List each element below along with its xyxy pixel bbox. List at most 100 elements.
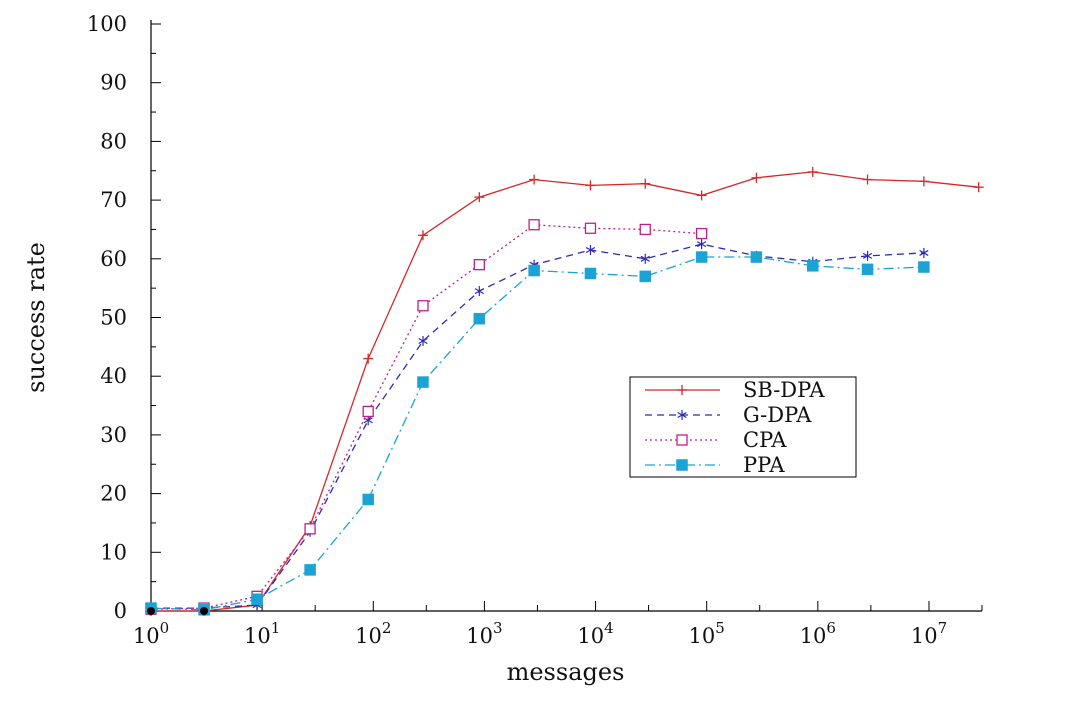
marker-stroke <box>418 337 428 344</box>
legend-entry-sb-dpa: SB-DPA <box>645 378 825 402</box>
y-tick-label: 0 <box>114 599 127 623</box>
data-point-cpa <box>695 227 708 240</box>
data-point-ppa <box>251 593 263 606</box>
y-tick-label: 60 <box>100 247 127 271</box>
legend-box <box>629 376 857 478</box>
y-tick-label: 20 <box>100 482 127 506</box>
series-layer <box>145 166 984 616</box>
data-point-cpa <box>417 300 429 312</box>
legend-entry-g-dpa: G-DPA <box>645 403 812 427</box>
data-point-ppa <box>695 251 708 263</box>
y-tick-label: 50 <box>100 306 127 330</box>
x-tick-label: 107 <box>911 619 947 648</box>
x-tick-exponent: 3 <box>493 619 503 637</box>
y-tick-label: 100 <box>87 12 127 36</box>
data-point-cpa <box>639 223 651 236</box>
x-tick-exponent: 4 <box>604 619 614 637</box>
data-point-sb-dpa <box>862 174 873 185</box>
legend-label-cpa: CPA <box>743 428 787 452</box>
legend-marker-sb-dpa <box>677 385 687 395</box>
data-point-sb-dpa <box>529 174 540 185</box>
y-axis-title: success rate <box>22 242 50 393</box>
data-point-g-dpa <box>862 250 873 261</box>
data-point-sb-dpa <box>751 172 762 183</box>
y-tick-label: 70 <box>100 188 127 212</box>
series-line-cpa <box>150 224 702 610</box>
legend-label-sb-dpa: SB-DPA <box>743 378 825 402</box>
data-point-sb-dpa <box>696 190 707 201</box>
marker-stroke <box>919 249 929 256</box>
data-point-ppa <box>750 251 763 263</box>
data-point-g-dpa <box>696 239 707 250</box>
data-point-cpa <box>528 219 540 231</box>
data-point-ppa <box>918 261 930 273</box>
legend-entry-cpa: CPA <box>645 428 787 452</box>
data-point-g-dpa <box>640 253 650 264</box>
legend-label-ppa: PPA <box>743 453 785 477</box>
series-sb-dpa <box>146 166 984 616</box>
data-point-cpa <box>362 405 374 418</box>
data-point-ppa <box>304 564 316 576</box>
y-tick-label: 90 <box>100 71 127 95</box>
data-point-ppa <box>528 264 540 277</box>
data-point-ppa <box>584 267 597 280</box>
data-point-cpa <box>304 523 316 535</box>
y-tick-label: 10 <box>100 540 127 564</box>
x-tick-label: 105 <box>689 619 725 648</box>
marker-stroke <box>677 411 687 419</box>
data-point-cpa <box>584 222 597 234</box>
origin-point <box>200 607 209 615</box>
x-tick-exponent: 1 <box>271 619 281 637</box>
x-tick-label: 101 <box>244 619 280 648</box>
data-point-ppa <box>417 376 429 388</box>
origin-point <box>147 607 155 615</box>
data-point-sb-dpa <box>640 178 651 189</box>
series-cpa <box>145 219 708 615</box>
data-point-ppa <box>362 493 374 506</box>
y-tick-label: 30 <box>100 423 127 447</box>
data-point-ppa <box>639 270 652 283</box>
legend-entry-ppa: PPA <box>645 453 785 477</box>
x-tick-label: 106 <box>800 619 836 648</box>
x-tick-label: 104 <box>577 619 613 648</box>
data-point-sb-dpa <box>973 182 984 193</box>
legend-marker-cpa <box>676 434 688 446</box>
data-point-g-dpa <box>585 244 596 255</box>
data-point-ppa <box>861 263 874 276</box>
data-point-sb-dpa <box>363 353 374 364</box>
data-point-ppa <box>806 260 819 272</box>
legend-marker-g-dpa <box>677 410 687 420</box>
x-tick-label: 102 <box>355 619 391 648</box>
data-point-sb-dpa <box>474 192 485 203</box>
x-tick-exponent: 0 <box>160 619 170 637</box>
x-axis-title: messages <box>507 658 625 686</box>
x-tick-exponent: 7 <box>938 619 948 637</box>
series-ppa <box>145 251 930 616</box>
data-point-g-dpa <box>418 335 428 346</box>
data-point-sb-dpa <box>807 166 818 177</box>
data-point-sb-dpa <box>585 180 596 191</box>
legend-label-g-dpa: G-DPA <box>743 403 812 427</box>
x-tick-label: 100 <box>133 619 169 648</box>
x-tick-exponent: 6 <box>826 619 836 637</box>
marker-stroke <box>640 255 650 262</box>
x-tick-exponent: 2 <box>382 619 392 637</box>
marker-stroke <box>862 252 873 259</box>
y-tick-label: 80 <box>100 129 127 153</box>
data-point-g-dpa <box>474 286 484 297</box>
data-point-sb-dpa <box>918 176 929 187</box>
data-point-ppa <box>473 312 486 325</box>
data-point-cpa <box>473 259 485 271</box>
x-tick-exponent: 5 <box>715 619 725 637</box>
y-tick-label: 40 <box>100 364 127 388</box>
data-point-sb-dpa <box>417 230 428 241</box>
x-tick-label: 103 <box>466 619 502 648</box>
data-point-g-dpa <box>919 247 929 258</box>
series-line-sb-dpa <box>151 171 979 612</box>
legend-marker-ppa <box>676 459 688 471</box>
marker-stroke <box>585 246 596 254</box>
